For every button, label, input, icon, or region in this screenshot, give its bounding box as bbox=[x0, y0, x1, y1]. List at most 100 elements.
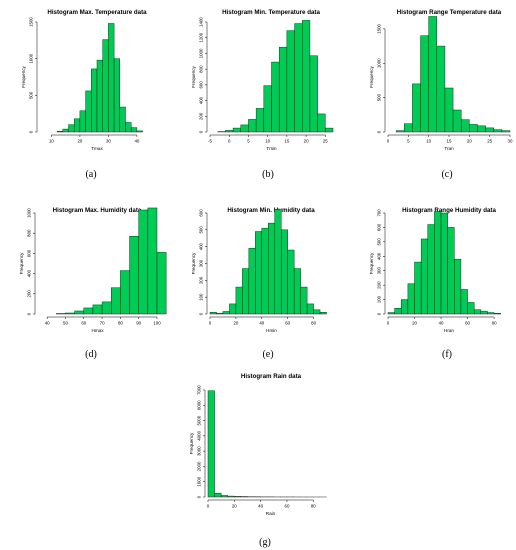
y-tick-label: 600 bbox=[199, 81, 204, 89]
histogram-panel-c: Histogram Range Temperature data 0 5 10 15 20… bbox=[369, 9, 513, 180]
histogram-bar bbox=[91, 68, 98, 133]
histogram-bar bbox=[325, 127, 334, 133]
histogram-bar bbox=[278, 46, 288, 133]
histogram-bar bbox=[101, 301, 112, 315]
histogram-panel-f: Histogram Range Humidity data 0 20 40 60 80 Hr… bbox=[369, 207, 501, 360]
histogram-bar bbox=[460, 289, 468, 315]
y-tick-label: 0 bbox=[377, 312, 382, 315]
histogram-bar bbox=[286, 30, 295, 133]
histogram-bar bbox=[434, 211, 442, 315]
y-axis-label: Frequency bbox=[369, 252, 374, 274]
y-tick-label: 1000 bbox=[377, 58, 382, 68]
histogram-bar bbox=[138, 209, 149, 315]
y-tick-label: 200 bbox=[27, 290, 32, 298]
x-tick-label: 30 bbox=[508, 139, 513, 144]
y-tick-label: 0 bbox=[29, 130, 34, 133]
histogram-bar bbox=[420, 238, 429, 315]
x-tick-label: 30 bbox=[106, 139, 111, 144]
y-tick-label: 400 bbox=[199, 242, 204, 250]
y-tick-label: 1500 bbox=[377, 23, 382, 33]
histogram-bar bbox=[452, 109, 462, 133]
x-tick-label: 20 bbox=[233, 321, 238, 326]
histogram-bar bbox=[394, 308, 402, 315]
x-tick-label: 25 bbox=[323, 139, 328, 144]
histogram-panel-e: Histogram Min. Humidity data 0 20 40 60 80 Hmi… bbox=[191, 207, 327, 360]
histogram-bar bbox=[436, 45, 446, 133]
y-tick-label: 6000 bbox=[197, 400, 202, 410]
histogram-bar bbox=[480, 310, 488, 315]
histogram-bar bbox=[83, 307, 94, 315]
histogram-bar bbox=[395, 130, 405, 133]
histogram-bar bbox=[469, 124, 478, 133]
y-tick-label: 700 bbox=[377, 209, 382, 217]
histogram-bar bbox=[420, 35, 429, 133]
x-tick-label: 80 bbox=[492, 321, 497, 326]
chart-title: Histogram Range Humidity data bbox=[402, 207, 496, 214]
histogram-bar bbox=[268, 222, 275, 315]
x-axis-label: Tmin bbox=[266, 146, 277, 151]
x-tick-label: 10 bbox=[49, 139, 54, 144]
y-tick-label: 800 bbox=[199, 65, 204, 73]
histogram-bar bbox=[108, 23, 115, 133]
histogram-bar bbox=[119, 106, 126, 133]
x-tick-label: 40 bbox=[258, 504, 263, 509]
x-tick-label: 20 bbox=[232, 504, 237, 509]
histogram-bar bbox=[313, 309, 321, 315]
panel-caption: (b) bbox=[262, 169, 274, 180]
y-tick-label: 200 bbox=[377, 281, 382, 289]
histogram-bar bbox=[248, 248, 256, 315]
histogram-bar bbox=[271, 61, 280, 133]
histogram-bar bbox=[444, 87, 454, 133]
y-tick-label: 400 bbox=[199, 96, 204, 104]
histogram-bar bbox=[447, 227, 455, 315]
x-tick-label: 60 bbox=[285, 504, 290, 509]
histogram-bar bbox=[92, 304, 103, 315]
histogram-bar bbox=[401, 299, 409, 315]
y-tick-label: 7000 bbox=[197, 385, 202, 395]
y-tick-label: 200 bbox=[199, 112, 204, 120]
y-tick-label: 800 bbox=[27, 229, 32, 237]
x-tick-label: 60 bbox=[465, 321, 470, 326]
histogram-bar bbox=[147, 207, 158, 315]
panel-caption: (f) bbox=[442, 349, 452, 360]
histogram-panel-b: Histogram Min. Temperature data -5 0 5 10 15 2… bbox=[191, 9, 334, 180]
x-tick-label: 80 bbox=[311, 504, 316, 509]
histogram-bar bbox=[309, 55, 318, 133]
y-tick-label: 0 bbox=[199, 312, 204, 315]
y-tick-label: 3000 bbox=[197, 446, 202, 456]
histogram-bar bbox=[96, 59, 103, 133]
histogram-bar bbox=[387, 312, 395, 315]
y-tick-label: 500 bbox=[377, 238, 382, 246]
histogram-bar bbox=[412, 83, 421, 133]
chart-title: Histogram Rain data bbox=[241, 373, 302, 380]
y-tick-label: 600 bbox=[27, 249, 32, 257]
x-axis-label: Tmax bbox=[91, 146, 103, 151]
histogram-bar bbox=[467, 302, 475, 315]
histogram-panel-a: Histogram Max. Temperature data 10 20 30 40 T… bbox=[21, 9, 147, 180]
x-tick-label: 40 bbox=[439, 321, 444, 326]
histogram-bar bbox=[407, 283, 415, 315]
histogram-bar bbox=[214, 492, 222, 498]
y-tick-label: 0 bbox=[377, 130, 382, 133]
histogram-bar bbox=[300, 286, 308, 315]
histogram-bar bbox=[255, 108, 265, 133]
panel-caption: (g) bbox=[259, 537, 271, 548]
x-tick-label: 20 bbox=[467, 139, 472, 144]
histogram-panel-g: Histogram Rain data 0 20 40 60 80 Rain 0 1000 200… bbox=[189, 373, 327, 548]
histogram-bar bbox=[85, 90, 92, 133]
y-axis-label: Frequency bbox=[21, 65, 26, 87]
y-tick-label: 300 bbox=[377, 266, 382, 274]
x-tick-label: 0 bbox=[228, 139, 231, 144]
x-tick-label: 20 bbox=[77, 139, 82, 144]
histogram-bar bbox=[79, 110, 86, 133]
histogram-bar bbox=[294, 23, 303, 133]
histogram-bar bbox=[62, 128, 69, 133]
x-tick-label: 20 bbox=[412, 321, 417, 326]
y-tick-label: 0 bbox=[197, 495, 202, 498]
histogram-bar bbox=[473, 309, 482, 315]
x-tick-label: 40 bbox=[134, 139, 139, 144]
x-tick-label: 0 bbox=[387, 321, 390, 326]
histogram-bar bbox=[120, 270, 130, 315]
histogram-bar bbox=[240, 124, 249, 133]
panel-caption: (d) bbox=[85, 349, 97, 360]
